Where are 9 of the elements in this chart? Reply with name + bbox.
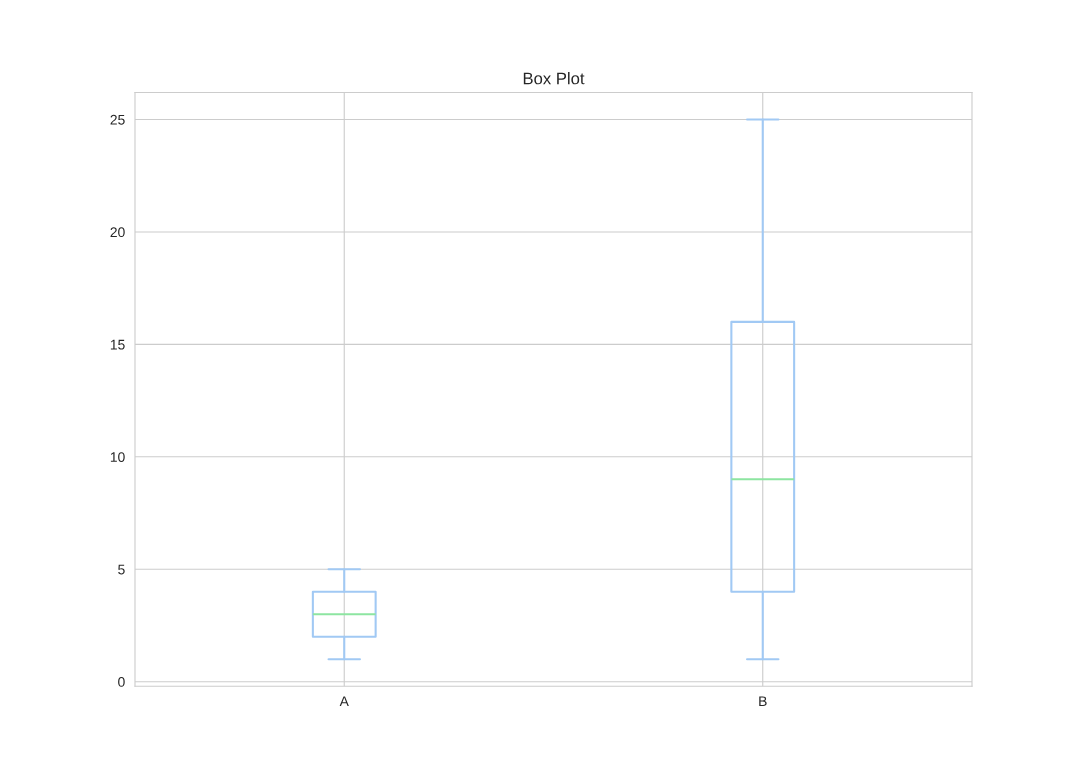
y-tick-label: 25 [110,114,125,125]
y-tick-label: 0 [118,677,125,687]
y-tick-label: 5 [118,564,125,575]
y-tick-label: 15 [110,339,125,350]
x-tick-label: B [759,696,767,706]
y-tick-label: 20 [110,227,125,238]
y-tick-label: 10 [110,452,125,462]
x-tick-label: A [339,696,349,706]
chart-title: Box Plot [523,72,585,85]
